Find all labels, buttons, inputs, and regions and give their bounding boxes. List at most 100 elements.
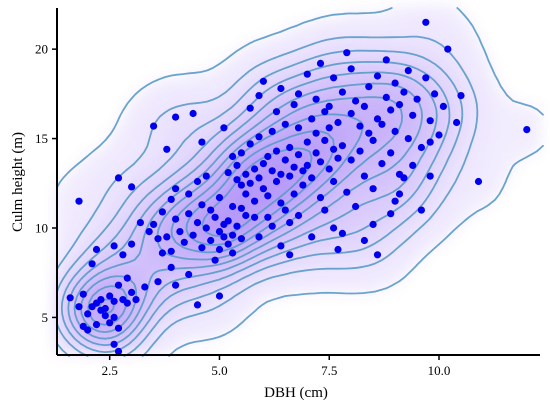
density-fill-cell bbox=[168, 281, 175, 288]
density-fill-cell bbox=[120, 257, 127, 264]
density-fill-cell bbox=[462, 47, 469, 54]
density-fill-cell bbox=[60, 311, 67, 318]
density-fill-cell bbox=[234, 281, 241, 288]
density-fill-cell bbox=[426, 5, 433, 12]
density-fill-cell bbox=[444, 59, 451, 66]
density-fill-cell bbox=[132, 167, 139, 174]
density-fill-cell bbox=[228, 53, 235, 60]
density-fill-cell bbox=[198, 323, 205, 330]
density-fill-cell bbox=[258, 197, 265, 204]
density-fill-cell bbox=[474, 89, 481, 96]
density-fill-cell bbox=[300, 263, 307, 270]
density-fill-cell bbox=[450, 17, 457, 24]
density-fill-cell bbox=[438, 23, 445, 30]
density-fill-cell bbox=[306, 131, 313, 138]
density-fill-cell bbox=[468, 203, 475, 210]
density-fill-cell bbox=[180, 167, 187, 174]
density-fill-cell bbox=[330, 59, 337, 66]
density-fill-cell bbox=[120, 281, 127, 288]
data-point bbox=[172, 215, 180, 223]
density-fill-cell bbox=[348, 89, 355, 96]
density-fill-cell bbox=[192, 323, 199, 330]
density-fill-cell bbox=[378, 227, 385, 234]
data-point bbox=[211, 213, 219, 221]
density-fill-cell bbox=[138, 281, 145, 288]
density-fill-cell bbox=[396, 23, 403, 30]
density-fill-cell bbox=[492, 173, 499, 180]
density-fill-cell bbox=[360, 11, 367, 18]
density-fill-cell bbox=[228, 77, 235, 84]
density-fill-cell bbox=[486, 113, 493, 120]
density-fill-cell bbox=[60, 209, 67, 216]
density-fill-cell bbox=[204, 245, 211, 252]
density-fill-cell bbox=[60, 191, 67, 198]
density-fill-cell bbox=[330, 89, 337, 96]
density-fill-cell bbox=[378, 197, 385, 204]
density-fill-cell bbox=[318, 17, 325, 24]
density-fill-cell bbox=[168, 149, 175, 156]
density-fill-cell bbox=[102, 263, 109, 270]
density-fill-cell bbox=[312, 125, 319, 132]
density-fill-cell bbox=[318, 83, 325, 90]
density-fill-cell bbox=[90, 341, 97, 348]
density-fill-cell bbox=[462, 149, 469, 156]
density-fill-cell bbox=[150, 239, 157, 246]
density-fill-cell bbox=[450, 173, 457, 180]
density-fill-cell bbox=[204, 311, 211, 318]
density-fill-cell bbox=[342, 119, 349, 126]
density-fill-cell bbox=[222, 101, 229, 108]
density-fill-cell bbox=[180, 203, 187, 210]
density-fill-cell bbox=[444, 185, 451, 192]
density-fill-cell bbox=[186, 251, 193, 258]
density-fill-cell bbox=[120, 245, 127, 252]
density-fill-cell bbox=[510, 131, 517, 138]
density-fill-cell bbox=[300, 71, 307, 78]
density-fill-cell bbox=[474, 161, 481, 168]
density-fill-cell bbox=[66, 269, 73, 276]
density-fill-cell bbox=[342, 233, 349, 240]
density-fill-cell bbox=[228, 269, 235, 276]
density-fill-cell bbox=[150, 119, 157, 126]
density-fill-cell bbox=[282, 95, 289, 102]
density-fill-cell bbox=[120, 203, 127, 210]
density-fill-cell bbox=[192, 125, 199, 132]
density-fill-cell bbox=[156, 155, 163, 162]
density-fill-cell bbox=[210, 77, 217, 84]
density-fill-cell bbox=[378, 167, 385, 174]
density-fill-cell bbox=[174, 191, 181, 198]
density-fill-cell bbox=[282, 257, 289, 264]
density-fill-cell bbox=[258, 41, 265, 48]
density-fill-cell bbox=[336, 167, 343, 174]
density-fill-cell bbox=[312, 29, 319, 36]
density-fill-cell bbox=[90, 335, 97, 342]
density-fill-cell bbox=[318, 77, 325, 84]
data-point bbox=[79, 290, 87, 298]
density-fill-cell bbox=[420, 11, 427, 18]
density-fill-cell bbox=[396, 35, 403, 42]
density-fill-cell bbox=[420, 137, 427, 144]
density-fill-cell bbox=[300, 29, 307, 36]
density-fill-cell bbox=[120, 131, 127, 138]
density-fill-cell bbox=[456, 47, 463, 54]
density-fill-cell bbox=[66, 203, 73, 210]
density-fill-cell bbox=[138, 89, 145, 96]
density-fill-cell bbox=[330, 173, 337, 180]
data-point bbox=[242, 190, 250, 198]
density-fill-cell bbox=[300, 275, 307, 282]
data-point bbox=[347, 109, 355, 118]
density-fill-cell bbox=[456, 191, 463, 198]
density-fill-cell bbox=[432, 47, 439, 54]
density-fill-cell bbox=[270, 281, 277, 288]
density-fill-cell bbox=[132, 131, 139, 138]
density-fill-cell bbox=[126, 113, 133, 120]
data-point bbox=[251, 213, 259, 221]
density-fill-cell bbox=[330, 203, 337, 210]
density-fill-cell bbox=[90, 215, 97, 222]
density-fill-cell bbox=[66, 335, 73, 342]
density-fill-cell bbox=[528, 107, 535, 114]
density-fill-cell bbox=[180, 161, 187, 168]
density-fill-cell bbox=[168, 209, 175, 216]
density-fill-cell bbox=[300, 23, 307, 30]
density-fill-cell bbox=[306, 269, 313, 276]
density-fill-cell bbox=[324, 197, 331, 204]
